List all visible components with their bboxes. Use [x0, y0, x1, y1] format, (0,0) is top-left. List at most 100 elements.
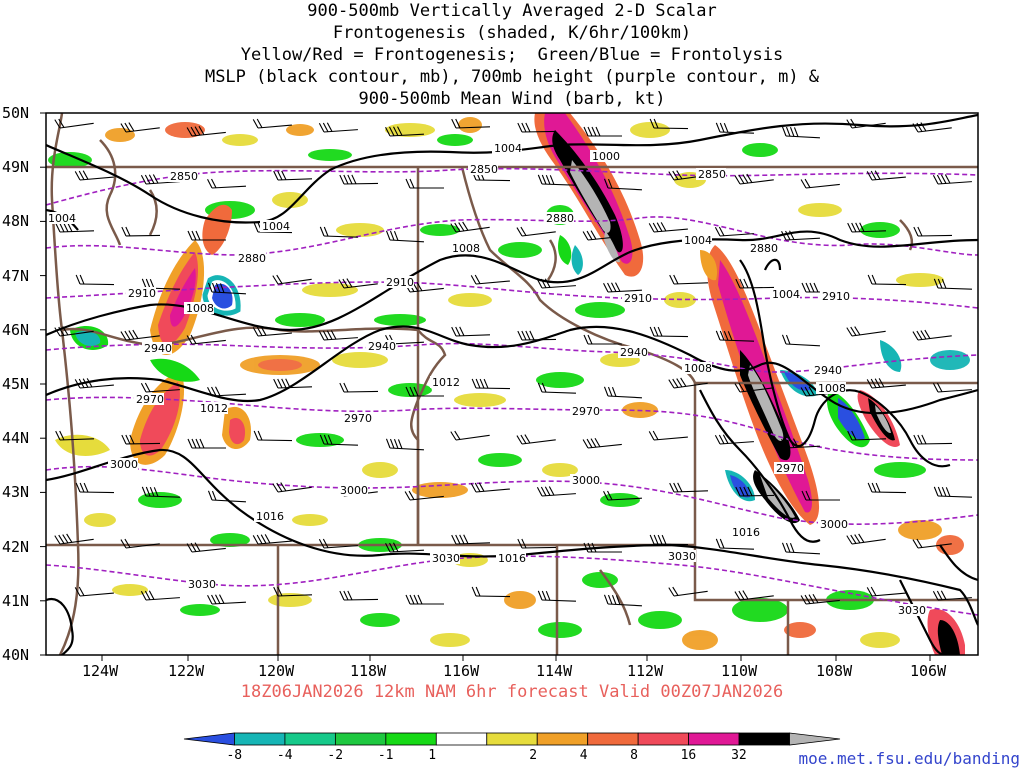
title-line-5: 900-500mb Mean Wind (barb, kt) — [358, 89, 666, 109]
lon-label: 106W — [910, 662, 947, 680]
lon-label: 120W — [258, 662, 295, 680]
mslp-contour-label: 1016 — [732, 526, 760, 539]
mslp-contour-label: 1008 — [186, 302, 214, 315]
wind-barb — [715, 538, 754, 550]
lat-label: 41N — [2, 591, 30, 610]
wind-barb — [649, 534, 689, 546]
mslp-contour-label-bg — [590, 150, 620, 162]
wind-barb — [866, 378, 906, 389]
wind-barb — [140, 382, 180, 393]
mslp-contour-label-bg — [260, 220, 290, 232]
wind-barb — [450, 430, 490, 441]
wind-barb — [55, 222, 94, 233]
height-contour-label-bg — [134, 393, 164, 405]
wind-barb — [932, 590, 972, 601]
wind-barb — [536, 486, 576, 497]
height-contour-label: 3000 — [110, 458, 138, 471]
height-contour-label: 2910 — [128, 287, 156, 300]
wind-barb — [734, 173, 774, 185]
wind-barb — [932, 382, 972, 393]
height-contour-label: 2910 — [624, 292, 652, 305]
height-contour-label: 3000 — [572, 474, 600, 487]
colorbar-label: 1 — [428, 748, 437, 763]
wind-barb — [187, 438, 226, 449]
wind-barb — [714, 226, 754, 237]
wind-barbs — [54, 118, 972, 607]
mslp-contour-label: 1004 — [772, 288, 800, 301]
lat-label: 47N — [2, 266, 30, 285]
wind-barb — [74, 586, 114, 597]
colorbar-label: 32 — [731, 748, 747, 763]
lat-label: 50N — [2, 104, 30, 122]
mslp-contour-label-bg — [184, 302, 214, 314]
wind-barb — [272, 482, 312, 493]
title-line-2: Frontogenesis (shaded, K/6hr/100km) — [332, 23, 692, 43]
height-contour-label-bg — [236, 252, 266, 264]
wind-barb — [339, 174, 379, 185]
height-contour-label-bg — [108, 458, 138, 470]
mslp-contour-label: 1016 — [498, 552, 526, 565]
height-contour-label: 3030 — [432, 552, 460, 565]
height-contour-label: 2940 — [144, 342, 172, 355]
wind-barb — [207, 490, 246, 503]
mslp-contour-label-bg — [816, 382, 846, 394]
lat-label: 44N — [2, 429, 30, 448]
mslp-contour-label-bg — [682, 234, 712, 246]
colorbar-swatch — [688, 732, 740, 746]
wind-barb — [536, 278, 576, 289]
wind-barb — [649, 326, 689, 338]
lat-label: 48N — [2, 212, 30, 231]
wind-barb — [120, 122, 160, 133]
lat-label: 45N — [2, 375, 30, 393]
wind-barb — [54, 118, 94, 129]
wind-barb — [207, 178, 246, 189]
wind-barb — [669, 274, 708, 285]
wind-barb — [913, 434, 953, 445]
height-contour-label-bg — [748, 242, 778, 254]
lon-label: 110W — [721, 662, 758, 680]
colorbar-swatch — [183, 732, 235, 746]
wind-barb — [867, 482, 907, 494]
height-contour-label: 2850 — [170, 170, 198, 183]
colorbar-swatch — [536, 732, 589, 746]
lon-label: 108W — [816, 662, 853, 680]
colorbar-label: -1 — [377, 748, 394, 763]
mslp-contour-label: 1012 — [432, 376, 460, 389]
wind-barb — [846, 326, 886, 337]
lon-label: 118W — [350, 662, 387, 680]
height-contour-label-bg — [430, 552, 460, 564]
wind-barb — [186, 334, 226, 345]
wind-barb — [450, 221, 490, 233]
colorbar-swatch — [334, 732, 387, 746]
height-contour-label: 2910 — [822, 290, 850, 303]
colorbar-swatch — [738, 732, 790, 746]
wind-barb — [912, 538, 952, 549]
lon-label: 114W — [536, 662, 573, 680]
wind-barb — [339, 382, 379, 393]
height-contour-label-bg — [774, 462, 804, 474]
lon-label: 112W — [627, 662, 664, 680]
mslp-contour-label: 1008 — [684, 362, 712, 375]
credit-url: moe.met.fsu.edu/banding — [798, 749, 1020, 768]
wind-barb — [735, 278, 775, 289]
wind-barb — [75, 274, 115, 286]
wind-barb — [603, 490, 642, 501]
shading-montana-band — [534, 113, 644, 277]
lat-label: 43N — [2, 483, 30, 502]
lon-label: 122W — [168, 662, 205, 680]
height-contour-label: 3000 — [820, 518, 848, 531]
height-contour-label-bg — [622, 292, 652, 304]
wind-barb — [471, 378, 511, 390]
colorbar-label: 8 — [630, 748, 638, 763]
wind-barb — [55, 430, 94, 441]
wind-barb — [405, 178, 444, 189]
wind-barb — [800, 593, 840, 605]
height-contour-label-bg — [168, 170, 198, 182]
wind-barb — [734, 590, 774, 601]
wind-barb — [471, 586, 511, 598]
wind-barb — [583, 334, 622, 345]
wind-barb — [537, 382, 576, 394]
wind-barb — [781, 334, 820, 347]
mslp-contour-label-bg — [682, 362, 712, 374]
height-contour-label-bg — [544, 212, 574, 224]
